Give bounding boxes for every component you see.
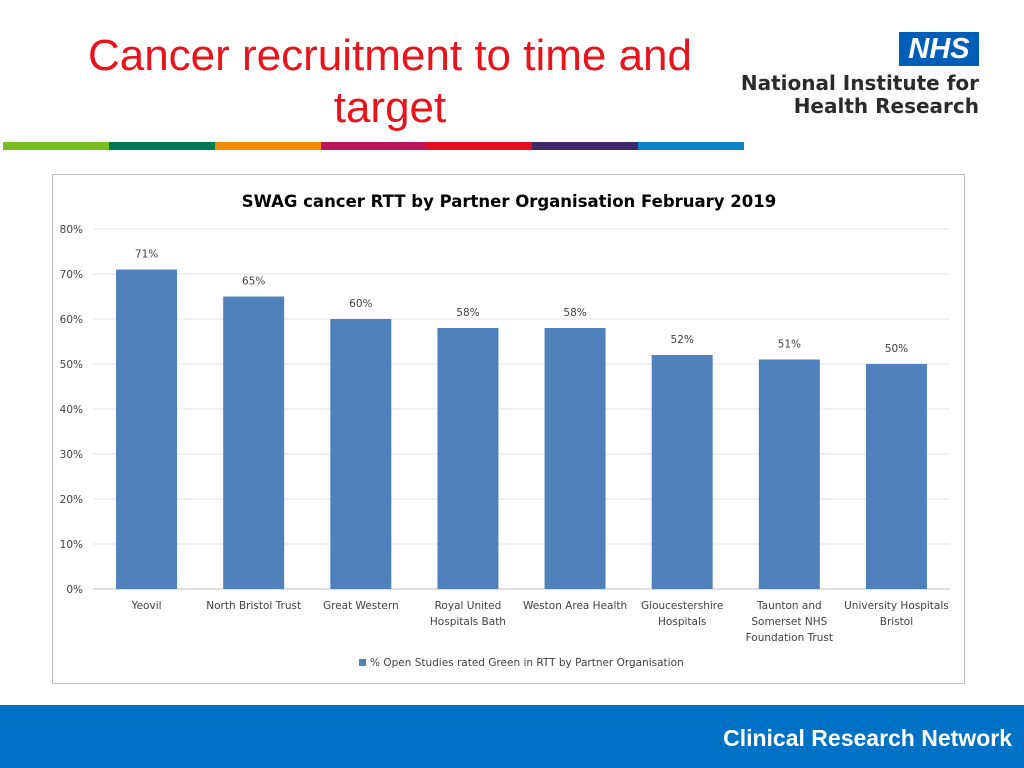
x-tick-label: University Hospitals	[844, 600, 949, 612]
y-tick-label: 60%	[60, 314, 83, 326]
slide-title-line-1: Cancer recruitment to time and	[87, 31, 693, 80]
x-tick-label: Gloucestershire	[641, 600, 723, 612]
x-tick-label: Weston Area Health	[523, 600, 627, 612]
x-tick-label: Hospitals	[658, 616, 706, 628]
bar	[651, 355, 713, 589]
y-tick-label: 40%	[60, 404, 83, 416]
bar	[865, 364, 927, 589]
gridlines	[93, 228, 950, 590]
x-tick-label: Yeovil	[131, 600, 162, 612]
bars	[116, 269, 927, 589]
legend-swatch	[359, 659, 366, 666]
x-tick-label: Hospitals Bath	[430, 616, 506, 628]
y-tick-label: 80%	[60, 224, 83, 236]
y-tick-label: 0%	[66, 584, 83, 596]
x-tick-label: North Bristol Trust	[206, 600, 301, 612]
bar-chart: SWAG cancer RTT by Partner Organisation …	[60, 192, 950, 669]
data-label: 51%	[778, 339, 801, 351]
footer-text: Clinical Research Network	[723, 725, 1012, 751]
x-tick-label: Royal United	[435, 600, 502, 612]
bar	[223, 296, 285, 589]
slide-title-line-2: target	[333, 83, 447, 132]
nihr-logo: NHS National Institute for Health Resear…	[739, 32, 979, 122]
x-tick-label: Taunton and	[756, 600, 822, 612]
y-tick-label: 30%	[60, 449, 83, 461]
stripe-segment	[320, 142, 427, 150]
slide-title: Cancer recruitment to time and target	[40, 30, 740, 134]
data-label: 58%	[563, 307, 586, 319]
y-tick-label: 10%	[60, 539, 83, 551]
nhs-badge: NHS	[899, 32, 979, 66]
bar	[758, 359, 820, 589]
chart-title: SWAG cancer RTT by Partner Organisation …	[242, 192, 776, 211]
data-label: 65%	[242, 276, 265, 288]
stripe-segment	[426, 142, 533, 150]
data-label: 50%	[885, 343, 908, 355]
color-stripe	[3, 142, 745, 150]
x-axis-tick-labels: Yeovil North Bristol Trust Great Western Ro…	[131, 600, 949, 644]
bar	[437, 328, 499, 589]
bar	[330, 319, 392, 589]
stripe-segment	[214, 142, 321, 150]
stripe-segment	[638, 142, 745, 150]
x-tick-label: Foundation Trust	[746, 632, 833, 644]
data-label: 71%	[135, 249, 158, 261]
y-tick-label: 70%	[60, 269, 83, 281]
bar	[116, 269, 178, 589]
data-labels: 71% 65% 60% 58% 58% 52% 51% 50%	[135, 249, 908, 356]
stripe-segment	[108, 142, 215, 150]
chart-container: SWAG cancer RTT by Partner Organisation …	[52, 174, 965, 684]
footer-bar: Clinical Research Network	[0, 705, 1024, 768]
legend-label: % Open Studies rated Green in RTT by Par…	[370, 657, 684, 669]
data-label: 60%	[349, 298, 372, 310]
logo-line-2: Health Research	[793, 94, 979, 118]
x-tick-label: Somerset NHS	[751, 616, 827, 628]
bar	[544, 328, 606, 589]
data-label: 52%	[671, 334, 694, 346]
y-tick-label: 50%	[60, 359, 83, 371]
x-tick-label: Bristol	[880, 616, 913, 628]
stripe-segment	[3, 142, 109, 150]
logo-line-1: National Institute for	[740, 71, 979, 95]
stripe-segment	[532, 142, 639, 150]
x-tick-label: Great Western	[323, 600, 399, 612]
y-axis-tick-labels: 0% 10% 20% 30% 40% 50% 60% 70% 80%	[60, 224, 83, 596]
legend: % Open Studies rated Green in RTT by Par…	[359, 657, 684, 669]
y-tick-label: 20%	[60, 494, 83, 506]
data-label: 58%	[456, 307, 479, 319]
